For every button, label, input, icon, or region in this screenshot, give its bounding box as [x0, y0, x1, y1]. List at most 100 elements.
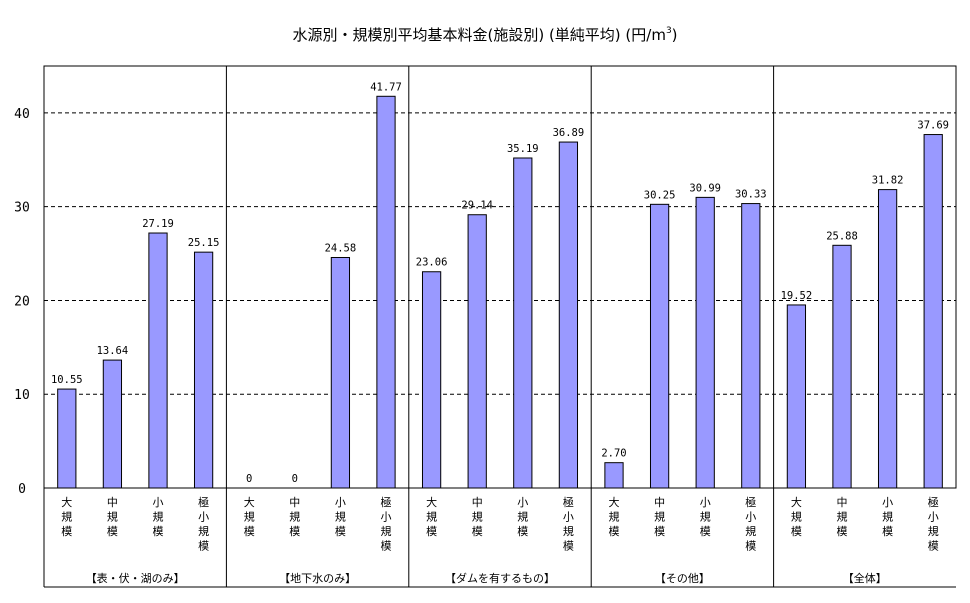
category-label-char: 模 [563, 540, 574, 553]
value-label: 13.64 [97, 345, 129, 357]
bar [558, 141, 579, 489]
category-label-char: 小 [198, 511, 209, 524]
category-label-char: 模 [791, 525, 802, 538]
category-label: 大規模 [791, 495, 802, 538]
category-label-char: 極 [563, 495, 574, 509]
category-label-char: 模 [745, 540, 756, 553]
category-label-char: 小 [928, 511, 939, 524]
category-label-char: 規 [837, 510, 848, 524]
value-label: 24.58 [325, 242, 357, 254]
category-label-char: 規 [472, 510, 483, 524]
category-label: 大規模 [426, 495, 437, 538]
category-label: 極小規模 [928, 495, 939, 553]
value-label: 23.06 [416, 257, 448, 269]
category-label-char: 規 [61, 510, 72, 524]
category-label: 小規模 [882, 496, 893, 538]
y-tick-label: 0 [18, 482, 26, 497]
category-label: 極小規模 [381, 495, 392, 553]
category-label-char: 模 [700, 525, 711, 538]
category-label-char: 規 [609, 510, 620, 524]
group-label: 【ダムを有するもの】 [445, 571, 555, 585]
category-label-char: 規 [791, 510, 802, 524]
bar [330, 256, 351, 489]
value-label: 25.88 [826, 230, 858, 242]
category-label-char: 極 [198, 495, 209, 509]
category-label-char: 規 [381, 524, 392, 538]
bar [193, 251, 214, 489]
category-label-char: 極 [381, 495, 392, 509]
category-label: 中規模 [107, 496, 118, 538]
category-label: 小規模 [153, 496, 164, 538]
category-label-char: 模 [928, 540, 939, 553]
category-label: 小規模 [517, 496, 528, 538]
category-label-char: 規 [335, 510, 346, 524]
category-label-char: 大 [426, 495, 437, 509]
category-label: 中規模 [654, 496, 665, 538]
category-label-char: 模 [335, 525, 346, 538]
category-label-char: 模 [609, 525, 620, 538]
category-label: 大規模 [61, 495, 72, 538]
plot-area: 010203040【表・伏・湖のみ】10.55大規模13.64中規模27.19小… [14, 65, 957, 588]
value-label: 36.89 [553, 127, 585, 139]
y-tick-label: 40 [14, 107, 30, 122]
category-label-char: 大 [791, 495, 802, 509]
category-label-char: 中 [472, 496, 483, 509]
category-label-char: 模 [244, 525, 255, 538]
bar [923, 134, 943, 489]
category-label-char: 小 [882, 496, 893, 509]
y-tick-label: 30 [14, 201, 30, 216]
category-label-char: 中 [837, 496, 848, 509]
category-label-char: 模 [654, 525, 665, 538]
category-label: 中規模 [289, 496, 300, 538]
y-tick-label: 10 [14, 388, 30, 403]
category-label-char: 模 [381, 540, 392, 553]
category-label: 中規模 [472, 496, 483, 538]
value-label: 19.52 [781, 290, 813, 302]
category-label-char: 小 [335, 496, 346, 509]
category-label-char: 大 [244, 495, 255, 509]
bar [421, 271, 442, 489]
y-tick-label: 20 [14, 294, 30, 309]
category-label-char: 小 [563, 511, 574, 524]
bar [877, 189, 898, 489]
bar [513, 157, 533, 489]
category-label-char: 小 [700, 496, 711, 509]
category-label-char: 中 [289, 496, 300, 509]
category-label-char: 大 [609, 495, 620, 509]
bar [786, 304, 807, 489]
category-label: 極小規模 [563, 495, 574, 553]
group-label: 【表・伏・湖のみ】 [86, 571, 185, 585]
chart-title-superscript: 3 [666, 26, 672, 36]
bar [649, 203, 670, 489]
bar [832, 244, 852, 489]
category-label-char: 極 [745, 495, 756, 509]
category-label-char: 模 [198, 540, 209, 553]
bar [604, 462, 624, 489]
category-label-char: 規 [700, 510, 711, 524]
category-label-char: 模 [289, 525, 300, 538]
category-label-char: 小 [153, 496, 164, 509]
value-label: 37.69 [917, 120, 949, 132]
category-label-char: 模 [426, 525, 437, 538]
category-label-char: 規 [654, 510, 665, 524]
group-label: 【全体】 [843, 571, 887, 585]
category-label-char: 模 [61, 525, 72, 538]
chart-title-close: ) [672, 26, 678, 44]
chart-title-main: 水源別・規模別平均基本料金(施設別) (単純平均) (円/m [292, 26, 665, 44]
category-label-char: 規 [745, 524, 756, 538]
category-label-char: 小 [745, 511, 756, 524]
category-label-char: 中 [107, 496, 118, 509]
value-label: 0 [246, 473, 252, 485]
bar [741, 203, 761, 489]
value-label: 2.70 [601, 448, 626, 460]
category-label-char: 模 [472, 525, 483, 538]
bar [102, 359, 123, 489]
category-label: 小規模 [335, 496, 346, 538]
value-label: 35.19 [507, 143, 539, 155]
bar [695, 196, 715, 489]
plot-frame [43, 65, 957, 489]
category-label-char: 規 [882, 510, 893, 524]
group-label: 【その他】 [655, 572, 710, 585]
value-label: 30.33 [735, 189, 767, 201]
